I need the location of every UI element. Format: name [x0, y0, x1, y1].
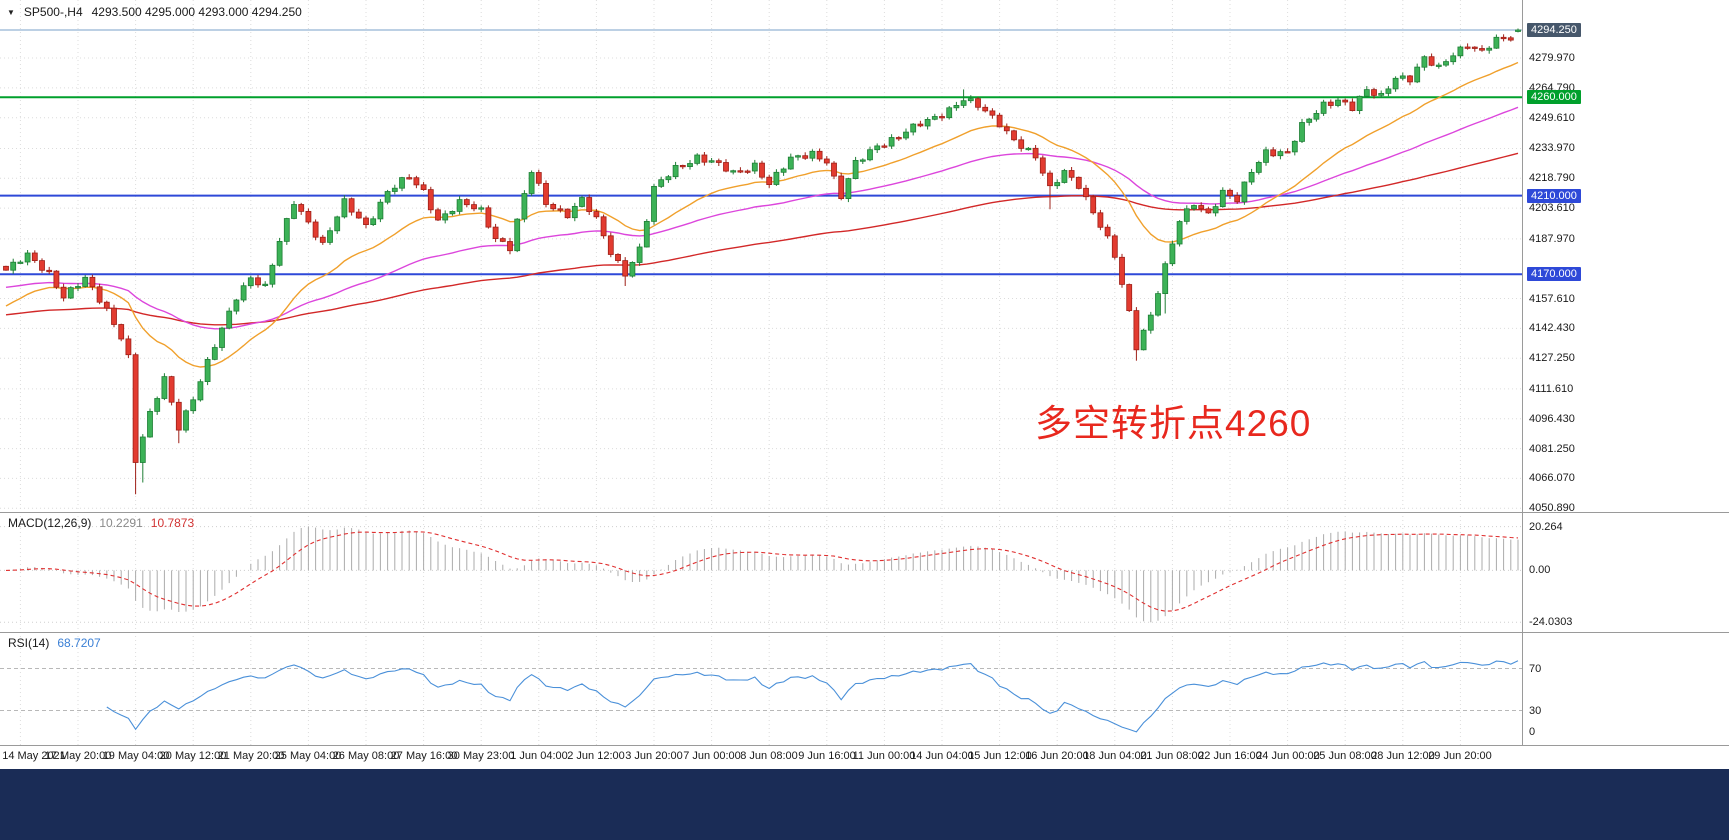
price-tick-label: 4203.610: [1529, 202, 1575, 214]
time-axis-label: 17 May 20:00: [44, 750, 112, 762]
time-axis-label: 19 May 04:00: [102, 750, 170, 762]
rsi-axis-label: 0: [1529, 726, 1536, 738]
time-axis-label: 15 Jun 12:00: [968, 750, 1032, 762]
macd-axis-label: -24.0303: [1529, 616, 1573, 628]
macd-signal-value: 10.7873: [150, 516, 195, 530]
time-axis-label: 27 May 16:00: [390, 750, 458, 762]
macd-axis-label: 20.264: [1529, 521, 1563, 533]
time-axis-label: 25 May 04:00: [274, 750, 342, 762]
time-axis-label: 3 Jun 20:00: [625, 750, 683, 762]
price-tick-label: 4249.610: [1529, 112, 1575, 124]
time-axis-label: 29 Jun 20:00: [1428, 750, 1492, 762]
time-axis-label: 8 Jun 08:00: [740, 750, 798, 762]
time-axis-label: 14 May 2021: [2, 750, 66, 762]
time-axis-label: 18 Jun 04:00: [1083, 750, 1147, 762]
price-tick-label: 4218.790: [1529, 172, 1575, 184]
symbol-timeframe-label: SP500-,H4: [23, 5, 83, 19]
ohlc-readout: 4293.500 4295.000 4293.000 4294.250: [91, 5, 302, 19]
time-axis-label: 1 Jun 04:00: [510, 750, 568, 762]
price-tick-label: 4157.610: [1529, 293, 1575, 305]
time-axis-label: 22 Jun 16:00: [1198, 750, 1262, 762]
time-axis-label: 16 Jun 20:00: [1025, 750, 1089, 762]
price-level-badge: 4260.000: [1527, 90, 1581, 104]
time-axis[interactable]: 14 May 2021 17 May 20:00 19 May 04:00 20 Ma…: [0, 745, 1729, 769]
price-tick-label: 4233.970: [1529, 142, 1575, 154]
macd-axis-label: 0.00: [1529, 564, 1551, 576]
time-axis-label: 25 Jun 08:00: [1313, 750, 1377, 762]
rsi-axis-label: 70: [1529, 663, 1542, 675]
price-tick-label: 4050.890: [1529, 502, 1575, 514]
price-tick-label: 4127.250: [1529, 352, 1575, 364]
price-tick-label: 4096.430: [1529, 413, 1575, 425]
price-tick-label: 4111.610: [1529, 383, 1574, 395]
price-tick-label: 4081.250: [1529, 443, 1575, 455]
chart-info-bar: ▼ SP500-,H4 4293.500 4295.000 4293.000 4…: [7, 5, 302, 19]
chart-annotation-text[interactable]: 多空转折点4260: [1035, 403, 1312, 444]
time-axis-label: 21 May 20:00: [217, 750, 285, 762]
time-axis-label: 21 Jun 08:00: [1140, 750, 1204, 762]
macd-indicator-label: MACD(12,26,9) 10.2291 10.7873: [8, 516, 194, 530]
price-scale[interactable]: 4279.970 4264.790 4249.610 4233.970 4218.790…: [1522, 0, 1729, 745]
rsi-name: RSI(14): [8, 636, 50, 650]
current-price-badge: 4294.250: [1527, 23, 1581, 37]
time-axis-label: 2 Jun 12:00: [567, 750, 625, 762]
time-axis-label: 20 May 12:00: [159, 750, 227, 762]
symbol-marker-icon: ▼: [7, 8, 15, 17]
rsi-indicator-label: RSI(14) 68.7207: [8, 636, 101, 650]
bottom-bar: [0, 769, 1729, 840]
time-axis-label: 28 Jun 12:00: [1371, 750, 1435, 762]
time-axis-label: 7 Jun 00:00: [683, 750, 741, 762]
time-axis-label: 11 Jun 00:00: [852, 750, 916, 762]
macd-name: MACD(12,26,9): [8, 516, 92, 530]
price-level-badge: 4170.000: [1527, 267, 1581, 281]
price-tick-label: 4142.430: [1529, 322, 1575, 334]
rsi-value: 68.7207: [57, 636, 101, 650]
time-axis-label: 9 Jun 16:00: [798, 750, 856, 762]
time-axis-label: 14 Jun 04:00: [910, 750, 974, 762]
price-tick-label: 4066.070: [1529, 472, 1575, 484]
rsi-axis-label: 30: [1529, 705, 1542, 717]
time-axis-label: 26 May 08:00: [332, 750, 400, 762]
macd-main-value: 10.2291: [99, 516, 143, 530]
price-tick-label: 4187.970: [1529, 233, 1575, 245]
price-tick-label: 4279.970: [1529, 52, 1575, 64]
time-axis-label: 24 Jun 00:00: [1256, 750, 1320, 762]
price-level-badge: 4210.000: [1527, 189, 1581, 203]
time-axis-label: 30 May 23:00: [447, 750, 515, 762]
